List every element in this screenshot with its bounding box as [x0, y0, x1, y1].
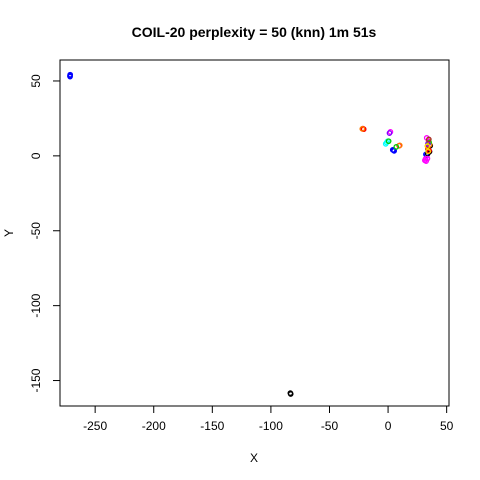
y-axis-label: Y	[2, 229, 16, 237]
data-point	[67, 73, 73, 80]
x-tick-label: 50	[440, 419, 454, 433]
y-tick-label: -50	[29, 222, 43, 240]
data-point	[424, 155, 431, 162]
x-tick-label: -200	[142, 419, 166, 433]
data-point	[393, 144, 400, 150]
data-point	[385, 138, 392, 145]
data-point	[425, 148, 431, 155]
data-point	[287, 391, 294, 397]
x-axis-label: X	[250, 451, 258, 465]
y-axis: -150 -100 -50 0 50	[29, 74, 61, 393]
data-points	[67, 71, 434, 397]
y-tick-label: 0	[29, 152, 43, 159]
x-tick-label: -150	[200, 419, 224, 433]
x-tick-label: -50	[321, 419, 339, 433]
data-point	[359, 126, 366, 132]
chart-title: COIL-20 perplexity = 50 (knn) 1m 51s	[132, 24, 377, 40]
y-tick-label: -100	[29, 293, 43, 317]
x-tick-label: 0	[385, 419, 392, 433]
x-tick-label: -100	[259, 419, 283, 433]
data-point	[424, 143, 431, 149]
y-tick-label: -150	[29, 368, 43, 392]
data-point	[386, 130, 393, 136]
data-point	[67, 71, 74, 78]
x-tick-label: -250	[83, 419, 107, 433]
data-point	[425, 136, 432, 143]
y-tick-label: 50	[29, 74, 43, 88]
x-axis: -250 -200 -150 -100 -50 0 50	[83, 405, 454, 433]
